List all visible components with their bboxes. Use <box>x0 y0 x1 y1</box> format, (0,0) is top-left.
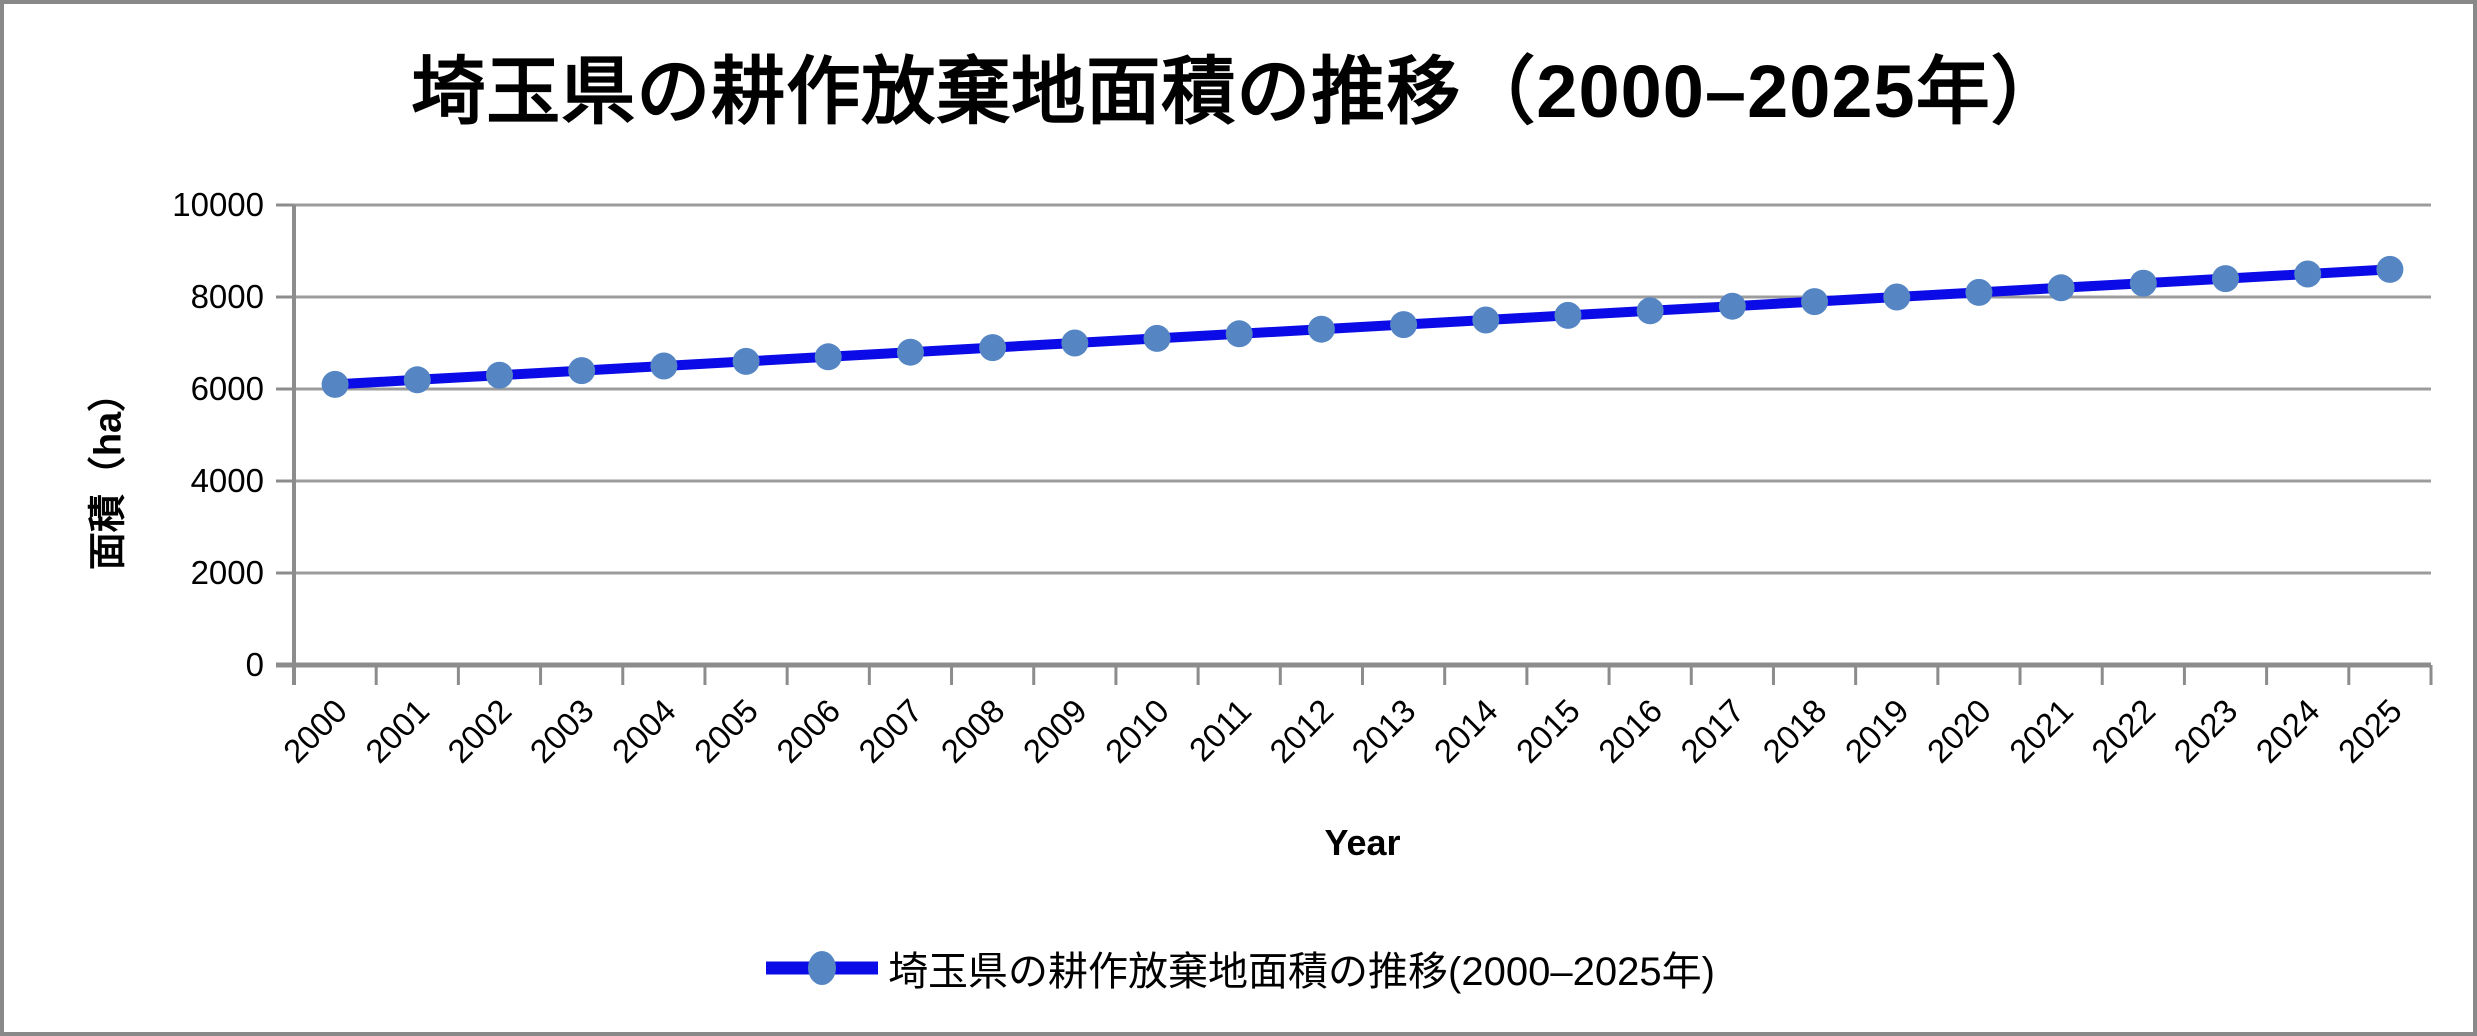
x-tick-label: 2021 <box>2002 692 2080 770</box>
x-tick-label: 2008 <box>934 692 1012 770</box>
data-point <box>1307 315 1335 343</box>
data-point <box>485 361 513 389</box>
data-point <box>1554 301 1582 329</box>
x-tick-label: 2011 <box>1182 692 1258 768</box>
data-point <box>896 338 924 366</box>
data-point <box>1225 320 1253 348</box>
data-point <box>568 357 596 385</box>
x-tick-label: 2013 <box>1344 692 1422 770</box>
x-tick-label: 2015 <box>1509 692 1587 770</box>
x-tick-label: 2002 <box>440 692 518 770</box>
x-tick-label: 2001 <box>358 692 436 770</box>
x-tick-label: 2006 <box>769 692 847 770</box>
x-tick-label: 2025 <box>2331 692 2409 770</box>
x-tick-label: 2023 <box>2166 692 2244 770</box>
x-tick-label: 2003 <box>523 692 601 770</box>
x-tick-label: 2010 <box>1098 692 1176 770</box>
data-point <box>979 334 1007 362</box>
y-tick-label: 10000 <box>172 186 264 223</box>
x-axis-title: Year <box>1324 822 1401 863</box>
x-tick-label: 2007 <box>851 692 929 770</box>
x-tick-label: 2014 <box>1427 692 1505 770</box>
data-point <box>650 352 678 380</box>
x-tick-label: 2009 <box>1016 692 1094 770</box>
data-point <box>2212 265 2240 293</box>
data-point <box>1883 283 1911 311</box>
y-tick-label: 0 <box>246 646 264 683</box>
x-tick-label: 2022 <box>2084 692 2162 770</box>
legend-line-marker-icon <box>766 951 879 985</box>
data-point <box>1801 288 1829 316</box>
legend-label: 埼玉県の耕作放棄地面積の推移(2000–2025年) <box>888 950 1715 994</box>
data-point <box>1472 306 1500 334</box>
chart-title: 埼玉県の耕作放棄地面積の推移（2000–2025年） <box>411 50 2066 133</box>
legend: 埼玉県の耕作放棄地面積の推移(2000–2025年) <box>4 936 2473 1000</box>
data-point <box>321 370 349 398</box>
data-point <box>2129 269 2157 297</box>
x-tick-label: 2020 <box>1920 692 1998 770</box>
x-tick-label: 2000 <box>276 692 354 770</box>
data-point <box>1390 311 1418 339</box>
data-point <box>1965 278 1993 306</box>
data-point <box>1061 329 1089 357</box>
data-point <box>2294 260 2322 288</box>
x-tick-label: 2012 <box>1262 692 1340 770</box>
y-tick-label: 4000 <box>191 462 264 499</box>
x-tick-label: 2005 <box>687 692 765 770</box>
x-tick-label: 2016 <box>1591 692 1669 770</box>
data-point <box>814 343 842 371</box>
data-point <box>2047 274 2075 302</box>
data-point <box>1636 297 1664 325</box>
y-tick-label: 2000 <box>191 554 264 591</box>
x-tick-label: 2024 <box>2249 692 2327 770</box>
data-point <box>1718 292 1746 320</box>
y-tick-label: 6000 <box>191 370 264 407</box>
data-point <box>403 366 431 394</box>
x-tick-label: 2018 <box>1755 692 1833 770</box>
x-tick-label: 2004 <box>605 692 683 770</box>
series-line <box>330 264 2395 390</box>
x-tick-label: 2017 <box>1673 692 1751 770</box>
data-point <box>2376 255 2404 283</box>
x-tick-label: 2019 <box>1838 692 1916 770</box>
data-point <box>732 347 760 375</box>
y-tick-label: 8000 <box>191 278 264 315</box>
data-point <box>1143 324 1171 352</box>
